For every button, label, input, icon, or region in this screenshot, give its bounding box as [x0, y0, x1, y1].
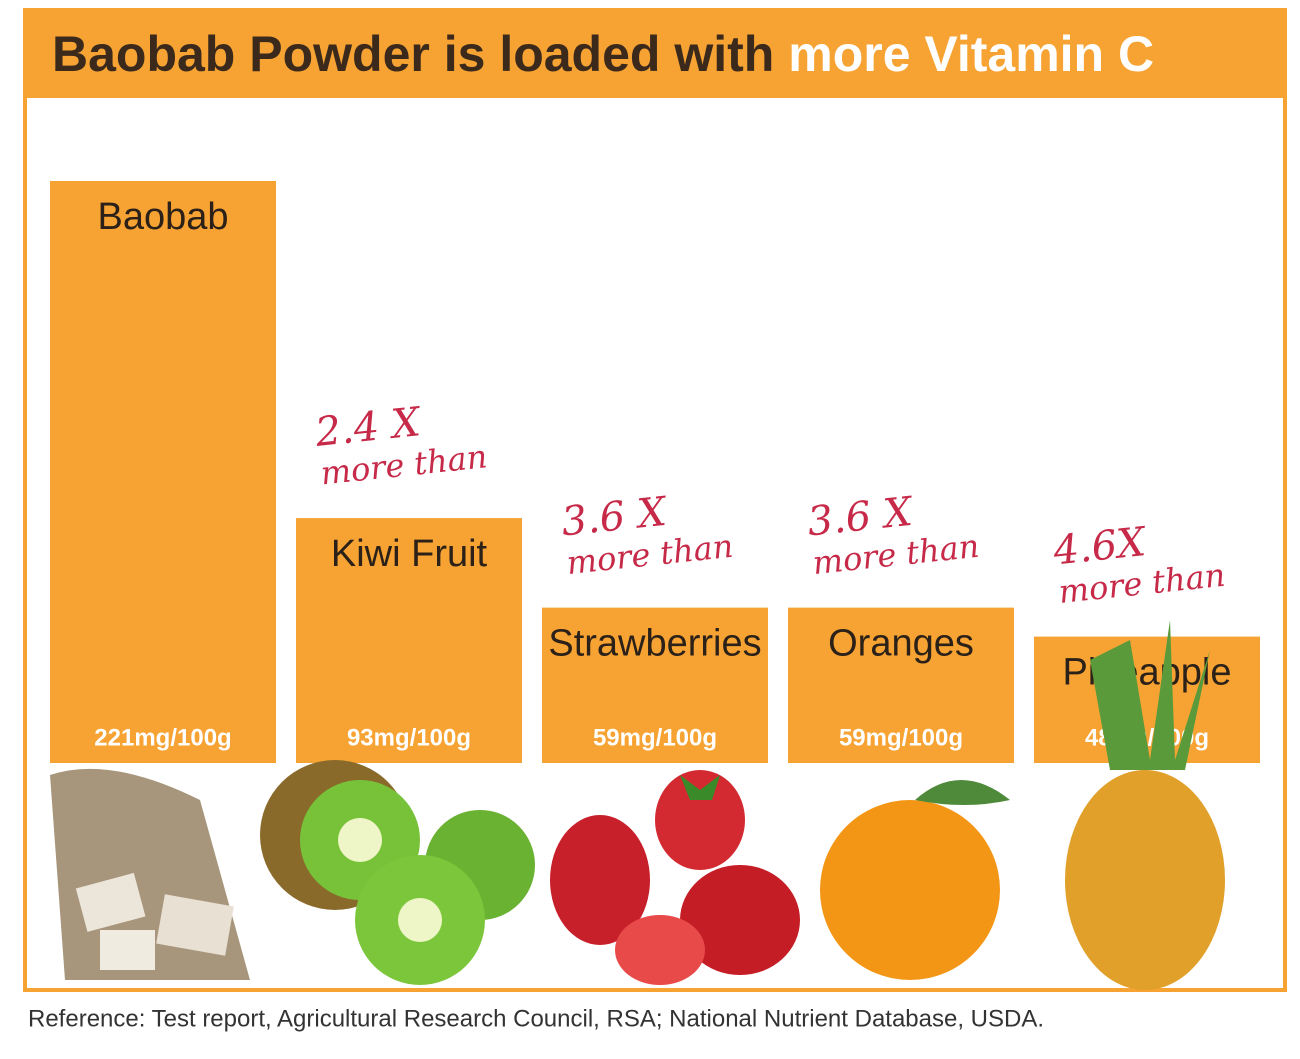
- value-label: 93mg/100g: [347, 724, 471, 751]
- footnote: Reference: Test report, Agricultural Res…: [28, 1005, 1044, 1032]
- ratio-note: 3.6 X: [805, 489, 916, 546]
- value-label: 221mg/100g: [94, 724, 231, 751]
- baobab-picture: [50, 768, 250, 980]
- kiwi-picture: [260, 760, 535, 985]
- bar: [542, 607, 768, 763]
- category-label: Baobab: [97, 196, 228, 238]
- strawberry-picture: [550, 770, 800, 985]
- bar: [788, 607, 1014, 763]
- bar: [296, 518, 522, 763]
- orange-picture: [820, 780, 1010, 980]
- title-main: Baobab Powder is loaded with: [52, 26, 774, 82]
- category-label: Kiwi Fruit: [331, 533, 488, 575]
- category-label: Pineapple: [1062, 652, 1231, 694]
- value-label: 59mg/100g: [593, 724, 717, 751]
- category-label: Oranges: [828, 623, 974, 665]
- bar: [1034, 636, 1260, 763]
- bar: [50, 181, 276, 763]
- ratio-note: 2.4 X: [312, 399, 424, 456]
- category-label: Strawberries: [548, 623, 761, 665]
- chart-title: Baobab Powder is loaded with more Vitami…: [52, 26, 1154, 82]
- ratio-note: 4.6X: [1050, 519, 1149, 575]
- pineapple-picture: [1065, 620, 1225, 990]
- title-band: [25, 10, 1285, 98]
- value-label: 59mg/100g: [839, 724, 963, 751]
- title-emphasis: more Vitamin C: [788, 26, 1154, 82]
- ratio-note: 3.6 X: [559, 489, 670, 546]
